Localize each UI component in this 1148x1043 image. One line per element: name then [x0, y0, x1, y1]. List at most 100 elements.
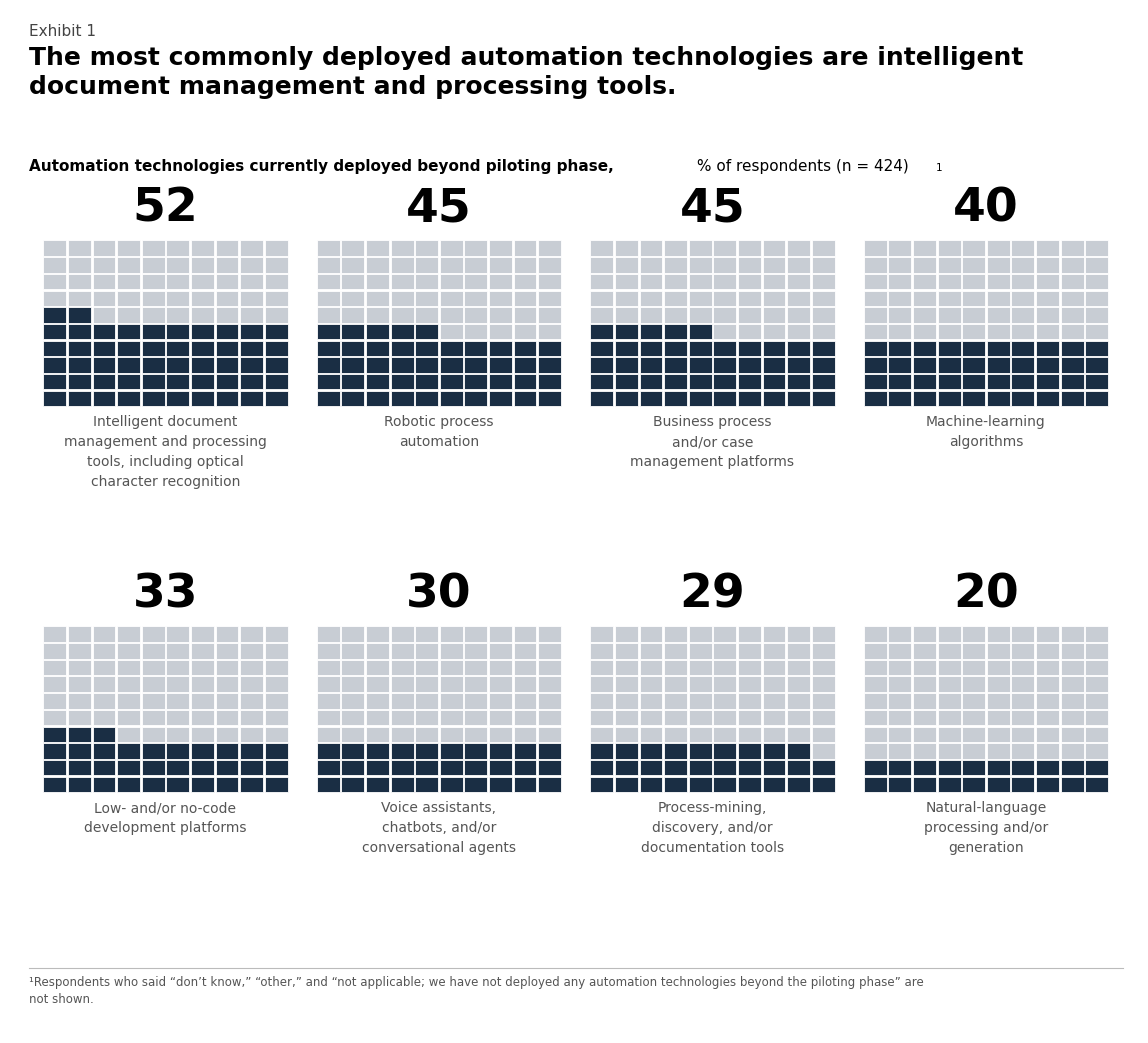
Bar	[68, 744, 91, 758]
Bar	[615, 644, 638, 658]
Bar	[590, 744, 613, 758]
Bar	[341, 644, 364, 658]
Bar	[416, 644, 439, 658]
Bar	[341, 374, 364, 389]
Bar	[762, 660, 785, 675]
Bar	[962, 727, 985, 742]
Bar	[863, 677, 886, 692]
Bar	[538, 694, 561, 708]
Bar	[1011, 341, 1034, 356]
Bar	[738, 308, 761, 322]
Bar	[987, 710, 1010, 725]
Bar	[962, 677, 985, 692]
Bar	[216, 760, 239, 775]
Bar	[1035, 241, 1058, 256]
Bar	[489, 274, 512, 289]
Bar	[1061, 341, 1084, 356]
Bar	[117, 744, 140, 758]
Bar	[962, 274, 985, 289]
Bar	[44, 710, 67, 725]
Bar	[738, 777, 761, 792]
Bar	[440, 677, 463, 692]
Bar	[762, 627, 785, 641]
Bar	[538, 374, 561, 389]
Bar	[93, 241, 116, 256]
Bar	[68, 660, 91, 675]
Bar	[913, 660, 936, 675]
Bar	[341, 677, 364, 692]
Bar	[1035, 627, 1058, 641]
Bar	[93, 677, 116, 692]
Bar	[317, 308, 340, 322]
Bar	[141, 677, 164, 692]
Bar	[166, 374, 189, 389]
Bar	[390, 660, 413, 675]
Bar	[390, 677, 413, 692]
Bar	[341, 391, 364, 406]
Bar	[166, 341, 189, 356]
Bar	[889, 291, 912, 306]
Text: Low- and/or no-code
development platforms: Low- and/or no-code development platform…	[84, 801, 247, 835]
Bar	[68, 358, 91, 372]
Bar	[738, 627, 761, 641]
Bar	[265, 374, 288, 389]
Bar	[117, 677, 140, 692]
Bar	[889, 694, 912, 708]
Bar	[913, 324, 936, 339]
Bar	[166, 644, 189, 658]
Bar	[713, 727, 736, 742]
Bar	[216, 710, 239, 725]
Bar	[1085, 660, 1108, 675]
Bar	[93, 760, 116, 775]
Bar	[987, 258, 1010, 272]
Bar	[615, 324, 638, 339]
Bar	[987, 374, 1010, 389]
Bar	[788, 341, 810, 356]
Bar	[216, 241, 239, 256]
Bar	[938, 308, 961, 322]
Bar	[440, 660, 463, 675]
Bar	[416, 710, 439, 725]
Bar	[738, 744, 761, 758]
Bar	[191, 241, 214, 256]
Bar	[689, 644, 712, 658]
Bar	[938, 727, 961, 742]
Bar	[117, 760, 140, 775]
Bar	[265, 727, 288, 742]
Bar	[265, 391, 288, 406]
Bar	[489, 358, 512, 372]
Bar	[317, 627, 340, 641]
Bar	[590, 274, 613, 289]
Bar	[366, 241, 389, 256]
Bar	[513, 727, 536, 742]
Bar	[762, 324, 785, 339]
Bar	[191, 274, 214, 289]
Bar	[68, 727, 91, 742]
Bar	[913, 274, 936, 289]
Bar	[1085, 627, 1108, 641]
Bar	[713, 324, 736, 339]
Bar	[590, 374, 613, 389]
Bar	[889, 644, 912, 658]
Bar	[366, 727, 389, 742]
Bar	[93, 258, 116, 272]
Bar	[889, 760, 912, 775]
Bar	[68, 291, 91, 306]
Bar	[788, 391, 810, 406]
Bar	[240, 760, 263, 775]
Bar	[216, 694, 239, 708]
Bar	[812, 308, 835, 322]
Bar	[639, 760, 662, 775]
Bar	[117, 627, 140, 641]
Bar	[416, 391, 439, 406]
Bar	[44, 308, 67, 322]
Bar	[713, 291, 736, 306]
Bar	[117, 727, 140, 742]
Bar	[44, 374, 67, 389]
Bar	[390, 274, 413, 289]
Bar	[788, 258, 810, 272]
Bar	[788, 727, 810, 742]
Bar	[665, 324, 687, 339]
Bar	[738, 677, 761, 692]
Bar	[689, 258, 712, 272]
